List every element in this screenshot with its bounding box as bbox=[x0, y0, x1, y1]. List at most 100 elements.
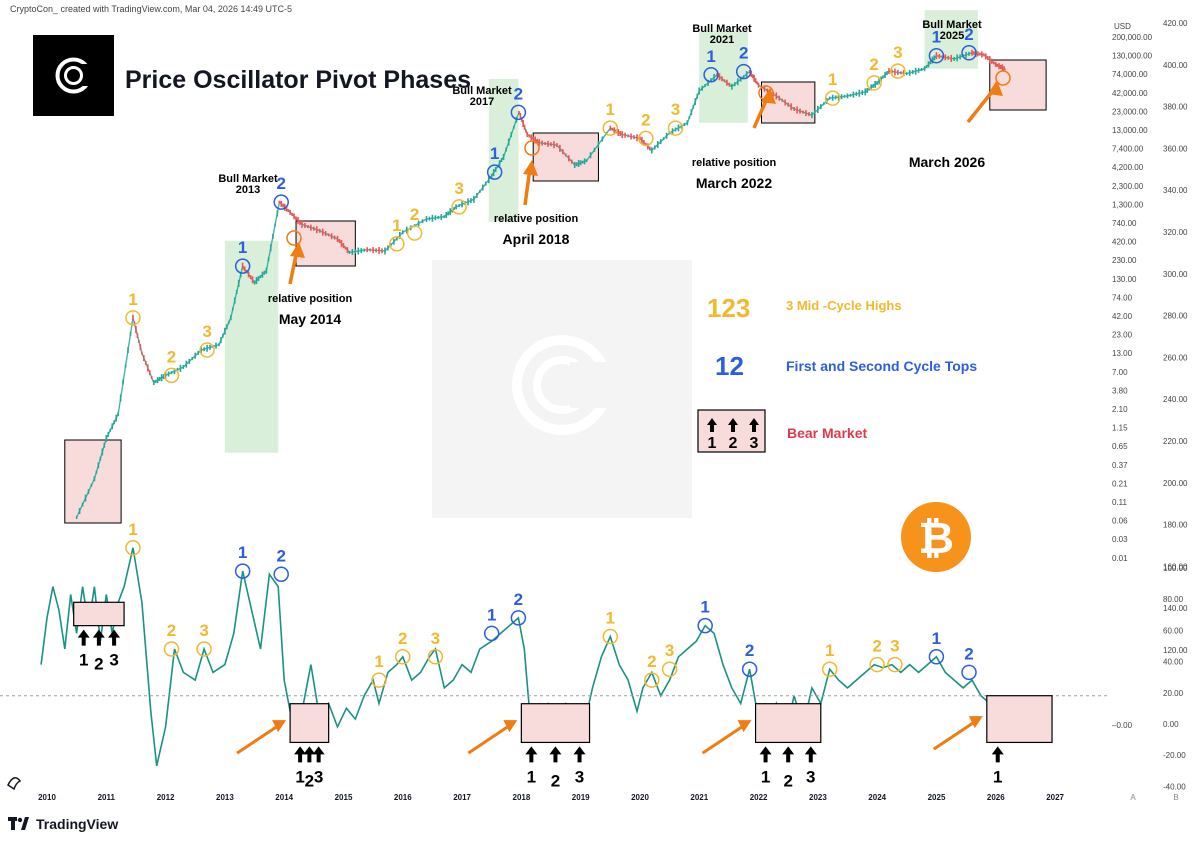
price-candle bbox=[310, 224, 312, 231]
price-candle bbox=[384, 247, 386, 255]
x-axis-tick: 2022 bbox=[750, 793, 768, 802]
price-candle bbox=[583, 158, 586, 165]
price-candle bbox=[490, 173, 493, 178]
price-axis-tick: 13.00 bbox=[1112, 349, 1133, 358]
price-candle bbox=[484, 181, 487, 186]
price-candle bbox=[405, 226, 408, 234]
x-axis-tick: 2026 bbox=[987, 793, 1005, 802]
bull-label-line1: Bull Market bbox=[218, 173, 278, 185]
price-candle bbox=[191, 357, 194, 361]
price-candle bbox=[977, 51, 979, 57]
price-axis-tick: 230.00 bbox=[1112, 256, 1137, 265]
relative-label-line2: May 2014 bbox=[279, 311, 341, 327]
price-candle bbox=[619, 131, 621, 137]
oscillator-marker-label: 1 bbox=[700, 598, 709, 617]
x-axis-tick: 2023 bbox=[809, 793, 827, 802]
price-candle bbox=[726, 79, 728, 86]
price-candle bbox=[203, 347, 205, 352]
bear-box-oscillator-4 bbox=[754, 703, 822, 744]
price-candle bbox=[953, 56, 955, 61]
price-candle bbox=[601, 136, 604, 142]
price-candle bbox=[476, 192, 478, 198]
price-candle bbox=[739, 76, 742, 82]
price-axis-tick: 0.37 bbox=[1112, 461, 1128, 470]
price-candle bbox=[78, 508, 81, 515]
price-candle bbox=[920, 68, 923, 72]
price-candle bbox=[570, 159, 573, 164]
price-candle bbox=[565, 153, 567, 157]
x-axis-tick: 2021 bbox=[690, 793, 708, 802]
price-candle bbox=[665, 132, 668, 139]
price-candle bbox=[757, 82, 760, 88]
price-candle bbox=[849, 93, 852, 97]
price-candle bbox=[209, 344, 211, 350]
price-candle bbox=[633, 135, 635, 140]
price-candle bbox=[449, 208, 451, 216]
price-marker-circle bbox=[389, 236, 405, 252]
bear-digit-label: 3 bbox=[575, 767, 584, 786]
up-arrow-icon bbox=[707, 418, 717, 432]
orange-pointer-arrow bbox=[467, 721, 515, 755]
price-candle bbox=[299, 219, 301, 225]
price-candle bbox=[293, 213, 295, 220]
price-candle bbox=[278, 200, 281, 204]
tradingview-brand: TradingView bbox=[36, 816, 119, 832]
price-candle bbox=[751, 74, 754, 79]
price-candle bbox=[179, 364, 182, 372]
price-candle bbox=[360, 248, 363, 254]
oscillator-marker-circle bbox=[928, 649, 945, 665]
scaled-axis-tick: 320.00 bbox=[1163, 228, 1188, 237]
x-axis-tick: 2015 bbox=[335, 793, 353, 802]
price-candle bbox=[105, 435, 108, 443]
price-candle bbox=[176, 367, 179, 372]
price-candle bbox=[858, 89, 861, 97]
price-candle bbox=[257, 276, 260, 282]
svg-text:₿: ₿ bbox=[918, 514, 954, 563]
price-candle bbox=[99, 456, 102, 461]
price-candle bbox=[274, 223, 276, 227]
price-candle bbox=[194, 352, 197, 359]
price-candle bbox=[276, 210, 279, 217]
oscillator-axis-tick: 0.00 bbox=[1163, 720, 1179, 729]
price-candle bbox=[507, 138, 510, 146]
price-marker-circle bbox=[824, 90, 841, 106]
price-candle bbox=[280, 200, 283, 207]
price-candle bbox=[443, 215, 446, 219]
oscillator-marker-label: 2 bbox=[167, 621, 176, 640]
price-candle bbox=[132, 314, 134, 321]
legend-mid-text: 3 Mid -Cycle Highs bbox=[786, 298, 902, 313]
price-candle bbox=[692, 104, 695, 109]
up-arrow-icon bbox=[782, 746, 795, 763]
price-candle bbox=[344, 246, 347, 250]
relative-position-circle bbox=[758, 85, 774, 101]
price-marker-circle bbox=[961, 45, 977, 61]
price-candle bbox=[147, 364, 149, 372]
price-candle bbox=[828, 96, 831, 100]
price-candle bbox=[393, 238, 395, 245]
price-candle bbox=[338, 239, 341, 244]
price-candle bbox=[831, 94, 834, 101]
price-candle bbox=[799, 108, 801, 114]
price-candle bbox=[401, 230, 404, 235]
oscillator-marker-label: 2 bbox=[964, 644, 973, 663]
price-marker-label: 1 bbox=[828, 70, 837, 89]
price-candle bbox=[721, 76, 723, 82]
oscillator-line bbox=[40, 547, 1007, 766]
price-candle bbox=[313, 226, 315, 231]
price-candle bbox=[340, 239, 343, 247]
price-candle bbox=[396, 236, 398, 241]
price-axis-tick: 740.00 bbox=[1112, 219, 1137, 228]
price-candle bbox=[621, 131, 623, 139]
price-candle bbox=[923, 66, 926, 72]
x-axis-tick: 2020 bbox=[631, 793, 649, 802]
relative-label-line1: relative position bbox=[692, 157, 777, 169]
price-candle bbox=[645, 142, 647, 146]
price-candle bbox=[656, 141, 659, 149]
price-candle bbox=[226, 324, 228, 330]
watermark-logo bbox=[432, 260, 692, 518]
scaled-axis-tick: 120.00 bbox=[1163, 646, 1188, 655]
price-candle bbox=[119, 394, 122, 402]
scaled-axis-tick: 300.00 bbox=[1163, 270, 1188, 279]
price-axis-tick: 4,200.00 bbox=[1112, 163, 1144, 172]
price-candle bbox=[249, 275, 252, 280]
